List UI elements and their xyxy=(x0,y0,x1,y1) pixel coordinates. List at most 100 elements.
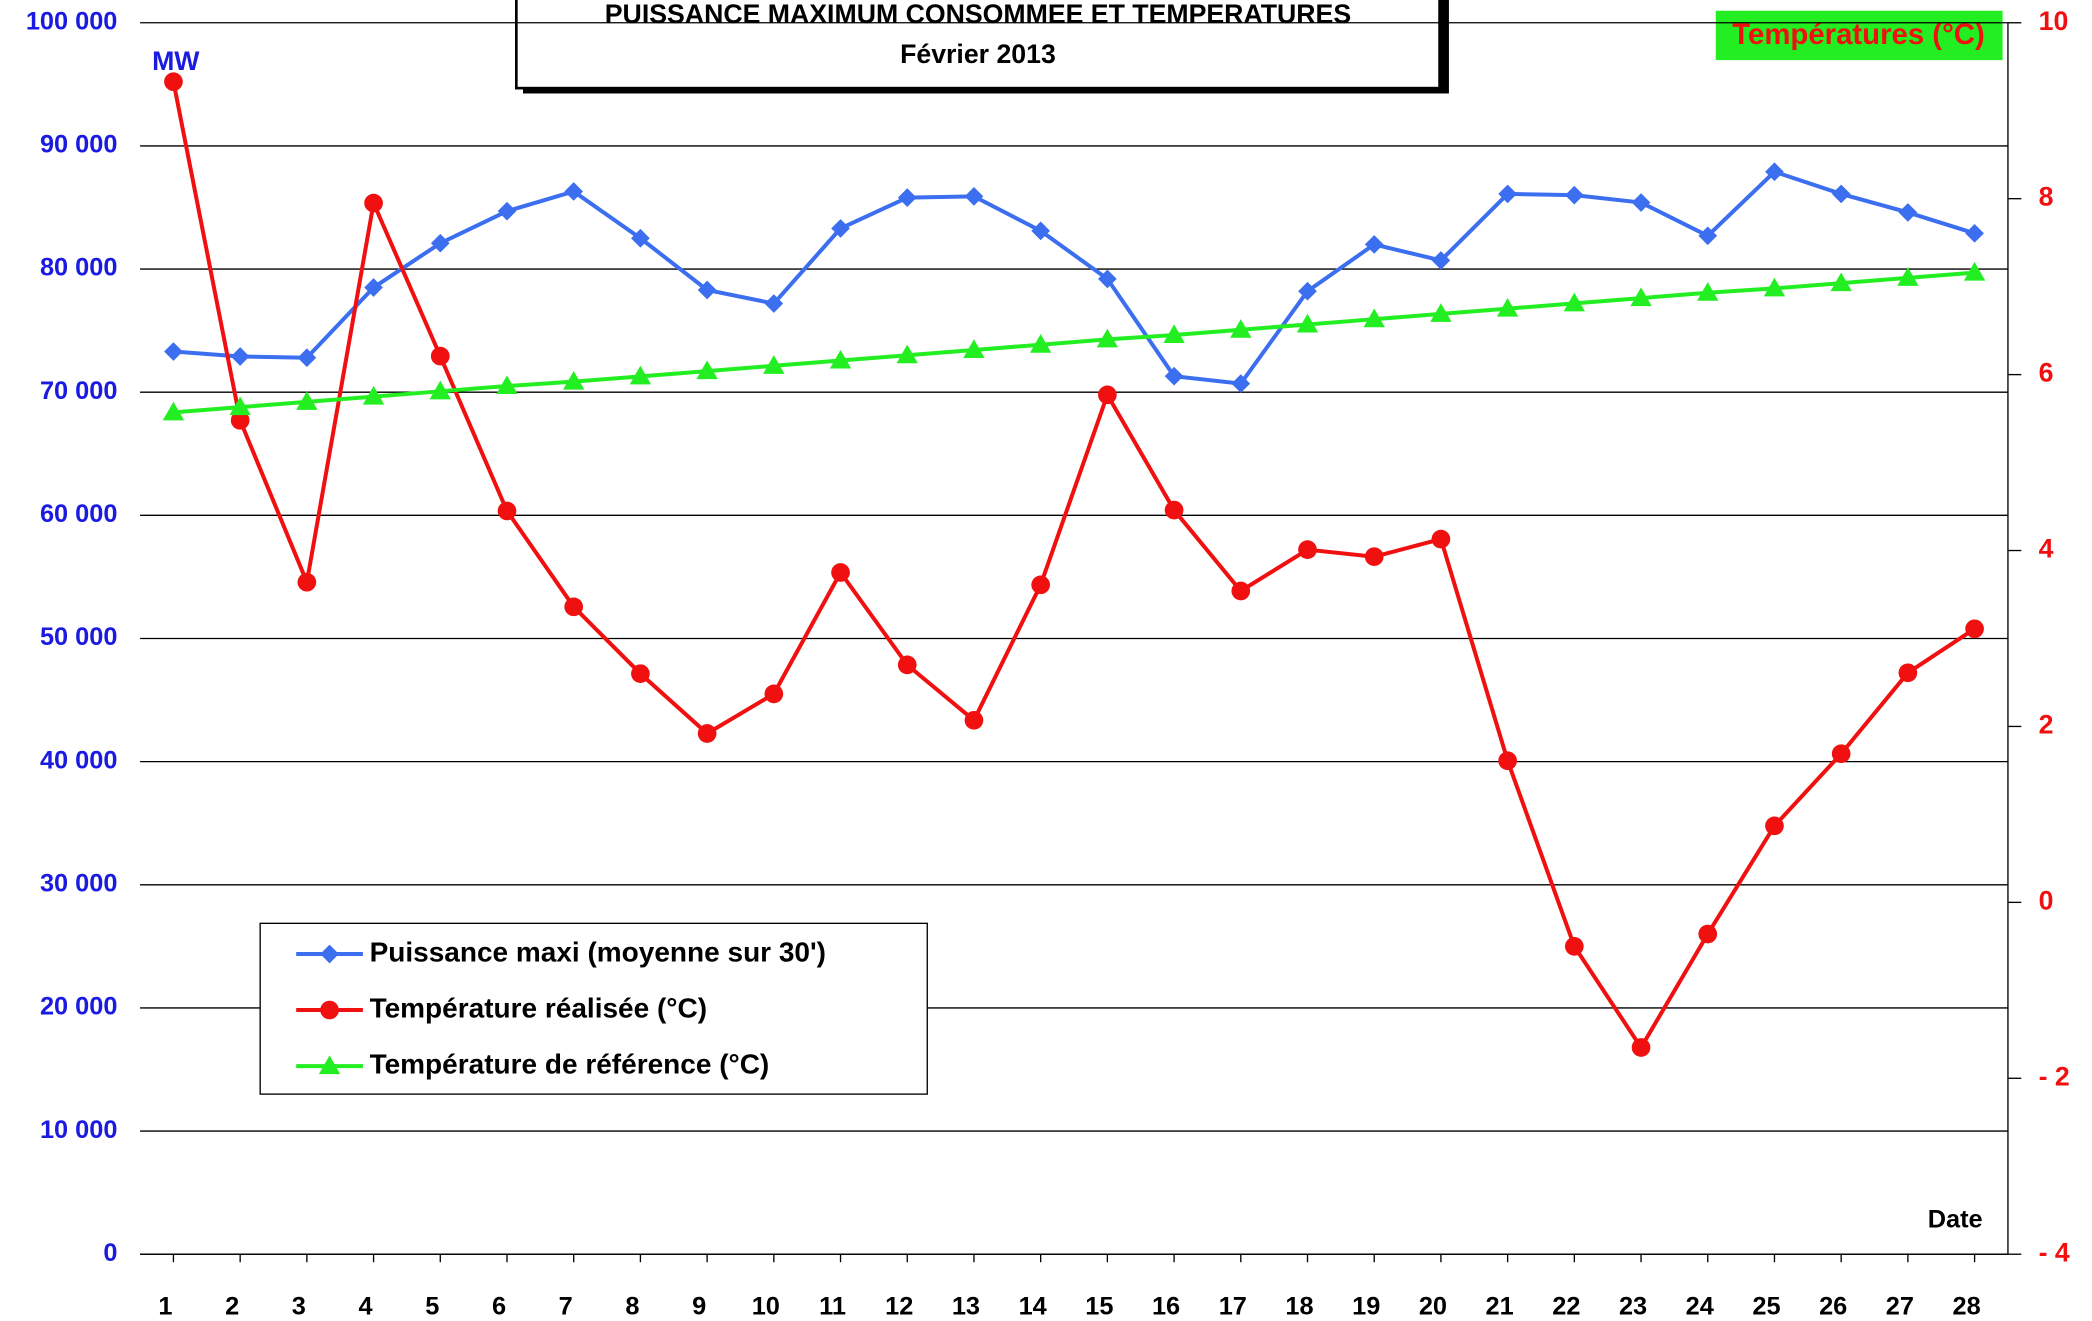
x-tick-label: 17 xyxy=(1219,1292,1247,1320)
x-tick-label: 24 xyxy=(1686,1292,1714,1320)
x-tick-label: 20 xyxy=(1419,1292,1447,1320)
point xyxy=(364,193,383,213)
point xyxy=(1897,267,1919,286)
point xyxy=(1631,193,1651,212)
x-tick-label: 22 xyxy=(1552,1292,1580,1320)
x-tick-label: 1 xyxy=(158,1292,172,1320)
point xyxy=(362,385,385,405)
x-tick-label: 23 xyxy=(1619,1292,1647,1320)
point xyxy=(1364,235,1384,254)
point xyxy=(1564,185,1584,205)
y-tick-label: 100 000 xyxy=(26,7,118,35)
point xyxy=(697,724,717,743)
x-tick-label: 7 xyxy=(559,1292,573,1320)
series-line xyxy=(173,169,1976,386)
point xyxy=(1231,374,1251,393)
point xyxy=(763,355,785,374)
point xyxy=(1630,287,1652,307)
point xyxy=(1831,184,1851,204)
point xyxy=(1564,937,1584,956)
point xyxy=(229,396,251,416)
point xyxy=(1164,366,1184,386)
point xyxy=(230,411,250,430)
legend: Puissance maxi (moyenne sur 30') Températ… xyxy=(259,922,928,1095)
point xyxy=(831,219,850,238)
point xyxy=(563,370,585,390)
y2-tick-label: - 2 xyxy=(2039,1061,2070,1091)
y-tick-label: 50 000 xyxy=(40,623,117,651)
x-tick-label: 6 xyxy=(492,1292,506,1320)
point xyxy=(162,401,185,421)
y2-tick-label: 2 xyxy=(2039,709,2054,739)
point xyxy=(497,201,517,221)
point xyxy=(1498,184,1517,204)
point xyxy=(1963,261,1986,281)
point xyxy=(896,344,918,364)
x-tick-label: 10 xyxy=(752,1292,780,1320)
title-box xyxy=(514,0,1441,90)
point xyxy=(764,684,784,704)
x-tick-label: 4 xyxy=(359,1292,373,1320)
y-tick-label: 20 000 xyxy=(40,993,117,1021)
x-tick-label: 11 xyxy=(819,1292,846,1320)
point xyxy=(697,280,717,300)
y2-tick-label: - 4 xyxy=(2039,1237,2070,1267)
y2-tick-label: 8 xyxy=(2039,182,2054,212)
x-tick-label: 5 xyxy=(425,1292,439,1320)
point xyxy=(1698,226,1718,246)
chart-subtitle: Février 2013 xyxy=(900,39,1056,69)
point xyxy=(1831,744,1851,764)
point xyxy=(1631,1038,1651,1057)
point xyxy=(964,710,984,730)
y-tick-label: 0 xyxy=(103,1239,117,1267)
point xyxy=(829,349,852,369)
x-tick-label: 28 xyxy=(1952,1292,1980,1320)
point xyxy=(296,391,318,410)
point xyxy=(1164,500,1184,520)
point xyxy=(964,187,984,206)
x-axis-label: Date xyxy=(1928,1206,1983,1234)
point xyxy=(629,365,652,385)
y-tick-label: 30 000 xyxy=(40,869,117,897)
point xyxy=(1231,581,1251,601)
point xyxy=(1298,540,1317,559)
point xyxy=(1298,281,1317,301)
point xyxy=(1965,619,1984,639)
point xyxy=(1498,751,1517,771)
point xyxy=(1031,221,1051,241)
point xyxy=(1296,313,1319,333)
point xyxy=(963,339,985,358)
point xyxy=(897,188,917,207)
point xyxy=(1830,272,1852,292)
point xyxy=(1496,297,1519,317)
point xyxy=(1163,324,1185,344)
point xyxy=(1563,292,1586,312)
point xyxy=(1431,529,1451,549)
legend-marker xyxy=(320,1000,339,1020)
point xyxy=(897,655,917,675)
legend-box xyxy=(259,922,928,1095)
legend-label: Température de référence (°C) xyxy=(370,1048,770,1079)
point xyxy=(564,597,584,617)
y-tick-label: 70 000 xyxy=(40,377,117,405)
point xyxy=(831,563,850,582)
x-tick-label: 2 xyxy=(225,1292,239,1320)
y-tick-label: 40 000 xyxy=(40,746,117,774)
y2-label-box xyxy=(1715,10,2003,61)
point xyxy=(631,228,650,248)
point xyxy=(1430,303,1452,322)
point xyxy=(1364,547,1384,567)
point xyxy=(164,342,183,361)
y-axis-label: MW xyxy=(152,46,200,76)
y-tick-label: 60 000 xyxy=(40,500,117,528)
point xyxy=(297,348,317,368)
legend-marker xyxy=(318,1055,341,1075)
y2-tick-label: 10 xyxy=(2039,6,2069,36)
point xyxy=(430,346,450,366)
legend-marker xyxy=(320,944,339,964)
legend-label: Puissance maxi (moyenne sur 30') xyxy=(370,936,826,967)
point xyxy=(429,380,451,400)
point xyxy=(364,278,383,297)
